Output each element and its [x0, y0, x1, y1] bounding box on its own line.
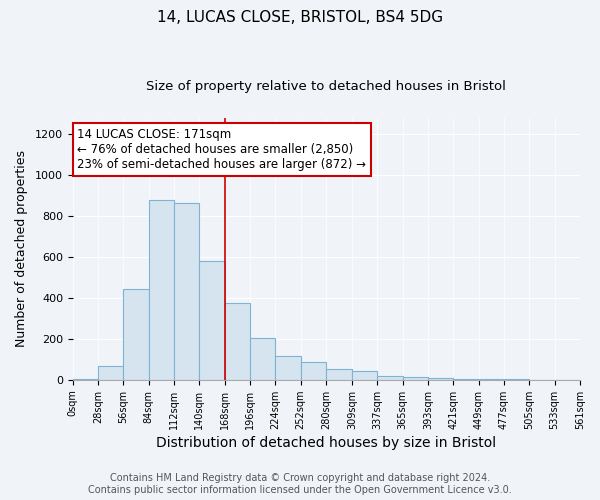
- Bar: [174, 202, 199, 380]
- Bar: [199, 261, 224, 380]
- X-axis label: Distribution of detached houses by size in Bristol: Distribution of detached houses by size …: [157, 436, 496, 450]
- Text: 14, LUCAS CLOSE, BRISTOL, BS4 5DG: 14, LUCAS CLOSE, BRISTOL, BS4 5DG: [157, 10, 443, 25]
- Bar: [250, 338, 275, 380]
- Bar: [403, 377, 428, 380]
- Title: Size of property relative to detached houses in Bristol: Size of property relative to detached ho…: [146, 80, 506, 93]
- Bar: [301, 362, 326, 380]
- Bar: [352, 370, 377, 380]
- Bar: [98, 366, 124, 380]
- Bar: [377, 376, 403, 380]
- Bar: [275, 356, 301, 380]
- Bar: [326, 368, 352, 380]
- Bar: [73, 379, 98, 380]
- Y-axis label: Number of detached properties: Number of detached properties: [15, 150, 28, 348]
- Text: 14 LUCAS CLOSE: 171sqm
← 76% of detached houses are smaller (2,850)
23% of semi-: 14 LUCAS CLOSE: 171sqm ← 76% of detached…: [77, 128, 367, 171]
- Text: Contains HM Land Registry data © Crown copyright and database right 2024.
Contai: Contains HM Land Registry data © Crown c…: [88, 474, 512, 495]
- Bar: [428, 378, 454, 380]
- Bar: [224, 303, 250, 380]
- Bar: [149, 200, 174, 380]
- Bar: [124, 288, 149, 380]
